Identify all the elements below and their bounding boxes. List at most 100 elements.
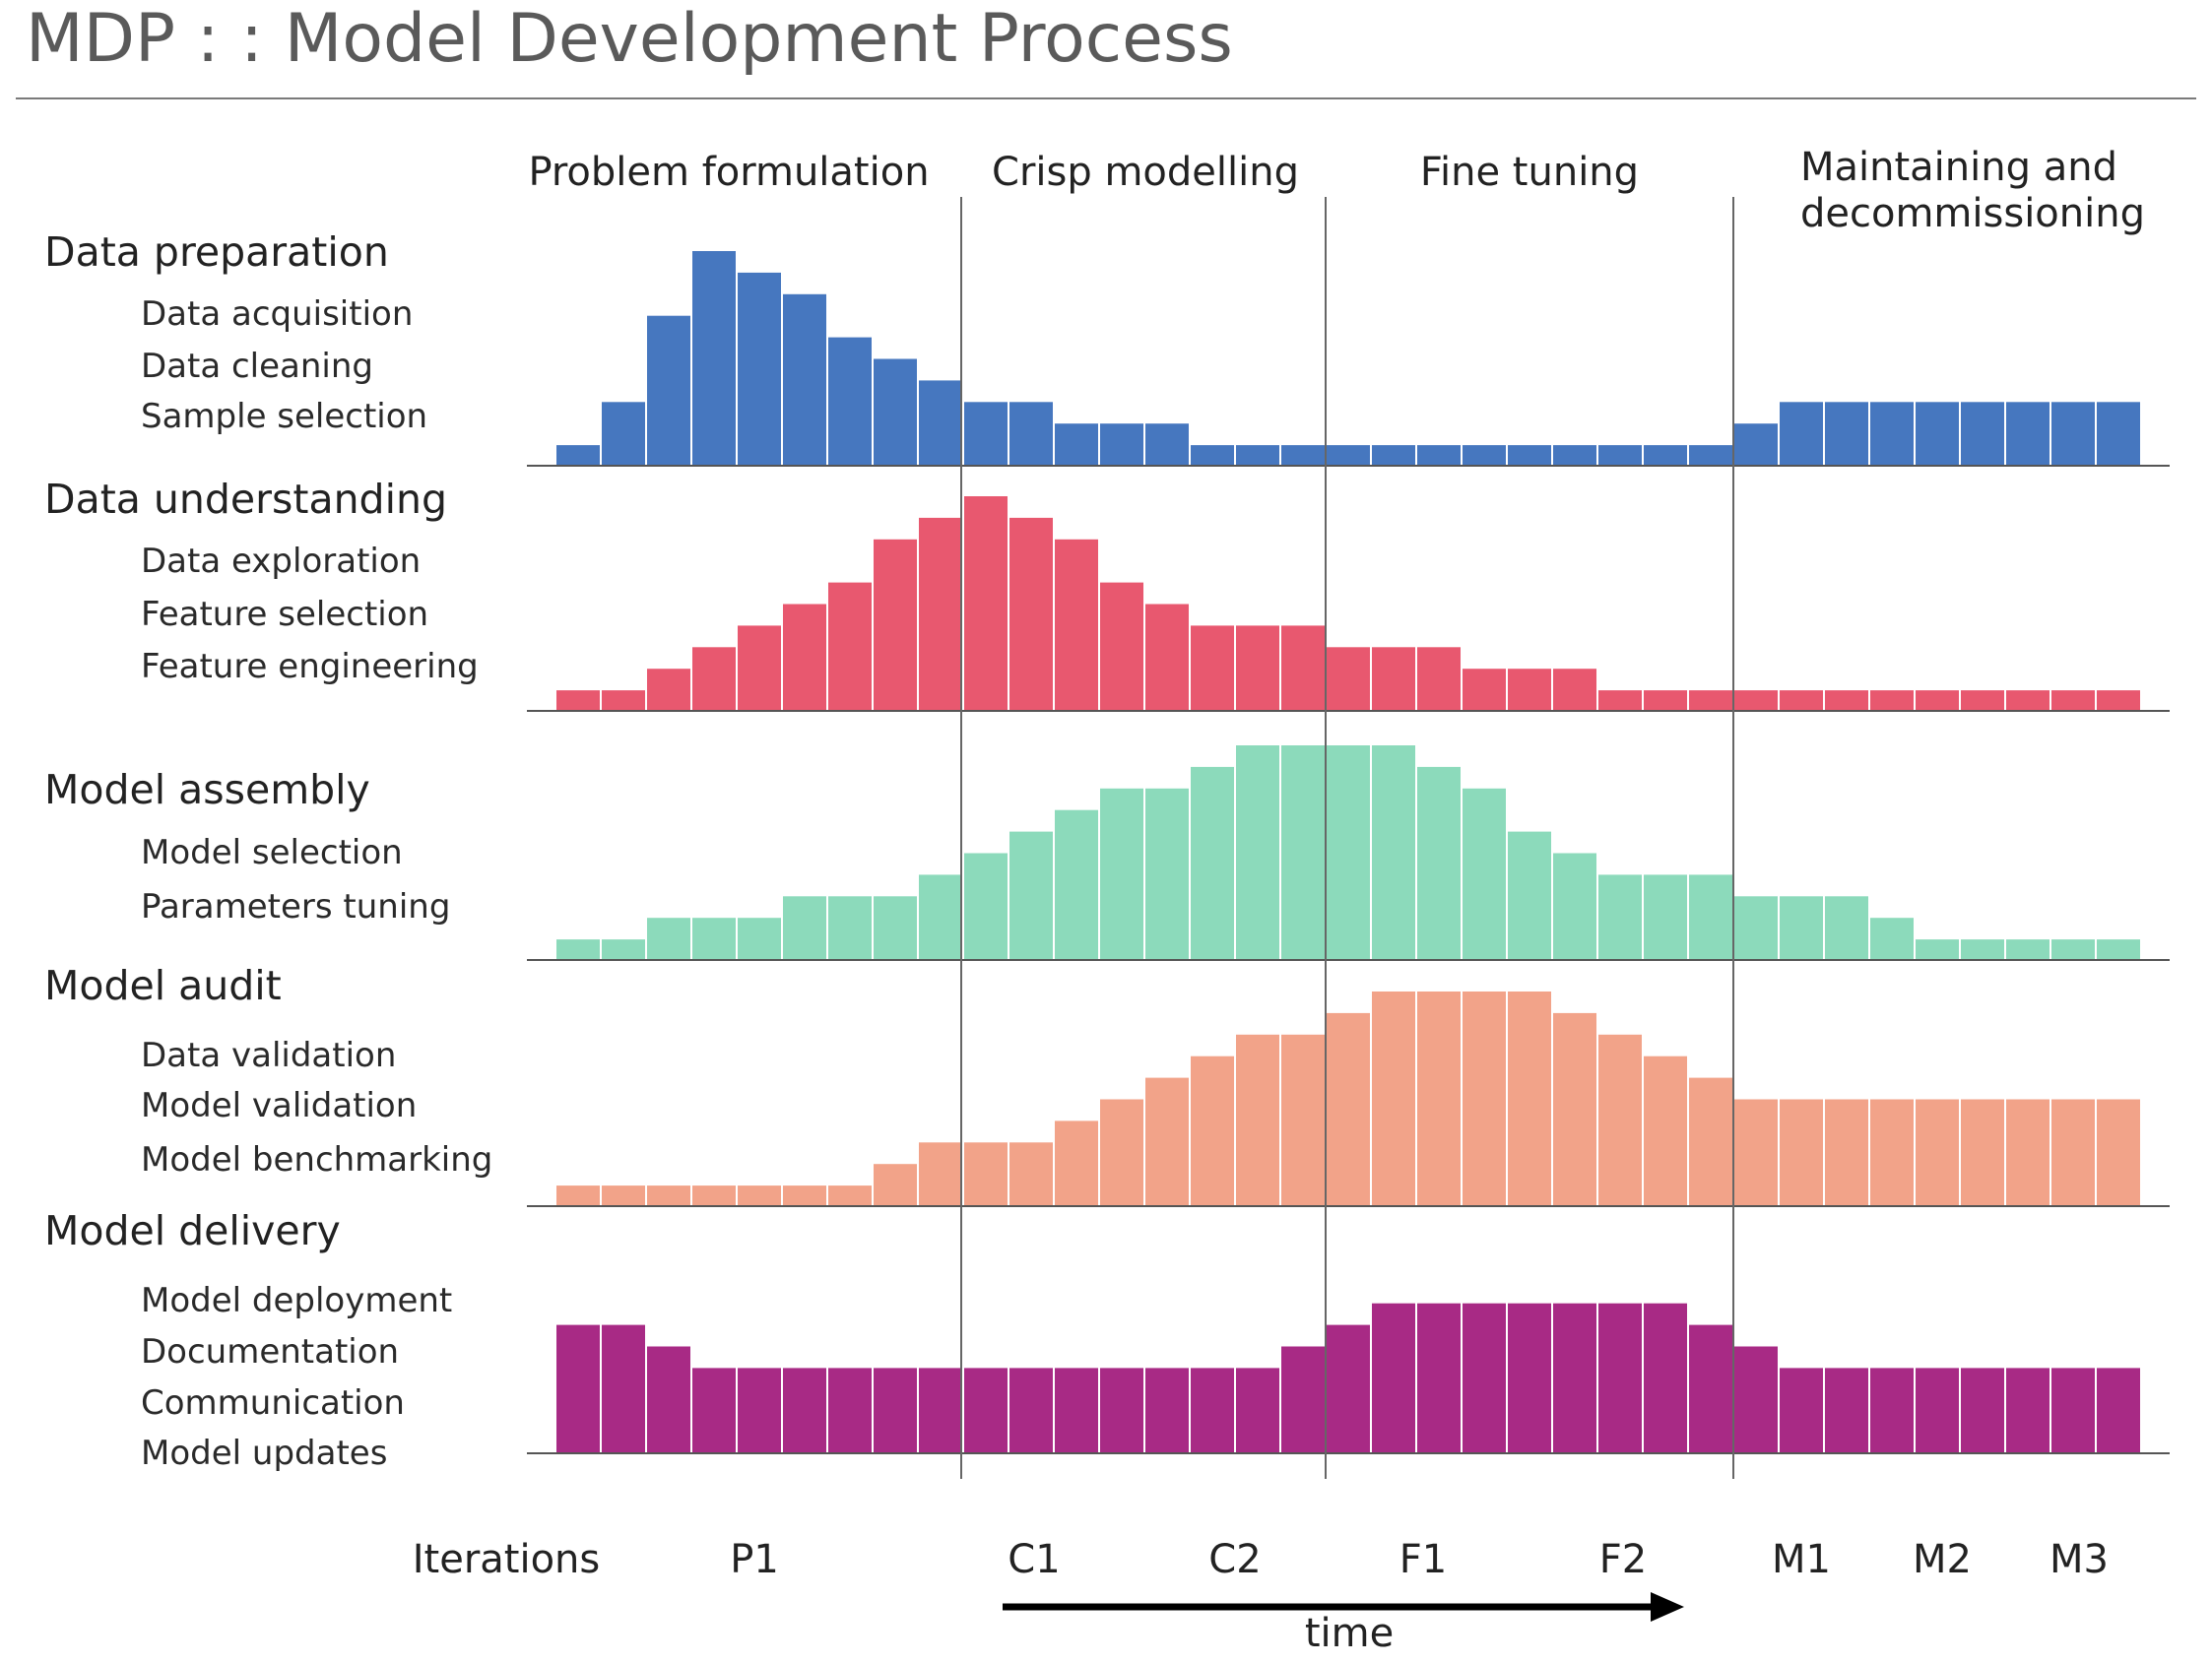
phase-label-problem-formulation: Problem formulation xyxy=(528,150,929,195)
bar-data-preparation-32 xyxy=(1959,400,2006,467)
bar-data-preparation-4 xyxy=(690,249,738,467)
bar-model-audit-30 xyxy=(1868,1097,1916,1207)
bar-model-assembly-22 xyxy=(1506,829,1553,961)
bar-model-delivery-10 xyxy=(962,1366,1009,1455)
iteration-c2: C2 xyxy=(1208,1537,1261,1582)
bar-model-delivery-33 xyxy=(2004,1366,2051,1455)
bar-model-assembly-19 xyxy=(1370,743,1417,961)
iteration-c1: C1 xyxy=(1008,1537,1060,1582)
bar-model-delivery-6 xyxy=(781,1366,828,1455)
bar-model-assembly-21 xyxy=(1461,786,1508,961)
iteration-f2: F2 xyxy=(1599,1537,1647,1582)
bar-data-preparation-5 xyxy=(736,270,783,467)
bar-model-assembly-10 xyxy=(962,851,1009,961)
bar-data-understanding-11 xyxy=(1008,515,1055,713)
bar-model-audit-20 xyxy=(1415,990,1463,1207)
bar-model-assembly-7 xyxy=(826,894,874,961)
bar-data-preparation-12 xyxy=(1053,421,1100,468)
bar-data-preparation-13 xyxy=(1098,421,1145,468)
subtask-feature-engineering: Feature engineering xyxy=(141,647,479,686)
subtask-model-benchmarking: Model benchmarking xyxy=(141,1140,492,1180)
bar-model-delivery-26 xyxy=(1687,1322,1734,1454)
bar-model-delivery-15 xyxy=(1189,1366,1236,1455)
row-heading-data-preparation: Data preparation xyxy=(44,228,389,276)
subtask-model-deployment: Model deployment xyxy=(141,1281,452,1320)
bar-data-understanding-5 xyxy=(736,623,783,713)
time-arrow-head xyxy=(1651,1592,1684,1622)
bar-model-assembly-14 xyxy=(1143,786,1191,961)
bar-model-assembly-6 xyxy=(781,894,828,961)
chart-title: MDP : : Model Development Process xyxy=(26,0,1233,78)
bar-model-delivery-30 xyxy=(1868,1366,1916,1455)
bar-data-preparation-35 xyxy=(2095,400,2142,467)
subtask-data-cleaning: Data cleaning xyxy=(141,347,373,386)
bar-data-preparation-8 xyxy=(872,356,919,467)
bar-model-delivery-11 xyxy=(1008,1366,1055,1455)
subtask-model-validation: Model validation xyxy=(141,1086,417,1125)
bar-model-audit-11 xyxy=(1008,1140,1055,1208)
bar-data-preparation-27 xyxy=(1732,421,1780,468)
bar-data-understanding-28 xyxy=(1778,688,1825,712)
bar-data-understanding-33 xyxy=(2004,688,2051,712)
bar-model-audit-29 xyxy=(1823,1097,1870,1207)
bar-model-audit-24 xyxy=(1596,1032,1644,1208)
bar-model-delivery-19 xyxy=(1370,1301,1417,1454)
bar-model-delivery-5 xyxy=(736,1366,783,1455)
bar-model-audit-13 xyxy=(1098,1097,1145,1207)
bar-data-preparation-26 xyxy=(1687,443,1734,468)
bar-data-understanding-24 xyxy=(1596,688,1644,712)
bar-data-preparation-18 xyxy=(1325,443,1372,468)
phase-label-fine-tuning: Fine tuning xyxy=(1420,150,1639,195)
bar-data-understanding-13 xyxy=(1098,580,1145,712)
subtask-parameters-tuning: Parameters tuning xyxy=(141,887,450,927)
bar-data-understanding-21 xyxy=(1461,667,1508,713)
subtask-data-exploration: Data exploration xyxy=(141,542,421,581)
bar-data-understanding-15 xyxy=(1189,623,1236,713)
bar-data-preparation-28 xyxy=(1778,400,1825,467)
bar-model-audit-12 xyxy=(1053,1119,1100,1208)
bar-model-assembly-11 xyxy=(1008,829,1055,961)
bar-model-audit-35 xyxy=(2095,1097,2142,1207)
bar-data-preparation-16 xyxy=(1234,443,1281,468)
bar-data-understanding-30 xyxy=(1868,688,1916,712)
bar-data-preparation-19 xyxy=(1370,443,1417,468)
subtask-communication: Communication xyxy=(141,1383,405,1423)
iteration-m1: M1 xyxy=(1772,1537,1831,1582)
bar-model-audit-32 xyxy=(1959,1097,2006,1207)
bar-model-assembly-15 xyxy=(1189,764,1236,962)
bar-data-understanding-7 xyxy=(826,580,874,712)
bar-model-delivery-34 xyxy=(2049,1366,2097,1455)
bar-model-audit-23 xyxy=(1551,1010,1598,1208)
bar-data-preparation-9 xyxy=(917,378,964,467)
bar-model-assembly-25 xyxy=(1642,872,1689,962)
bar-model-assembly-23 xyxy=(1551,851,1598,961)
bar-model-assembly-33 xyxy=(2004,937,2051,961)
bar-data-understanding-34 xyxy=(2049,688,2097,712)
bar-data-preparation-17 xyxy=(1279,443,1327,468)
bar-data-preparation-3 xyxy=(645,313,692,468)
bar-data-understanding-27 xyxy=(1732,688,1780,712)
bar-model-audit-34 xyxy=(2049,1097,2097,1207)
bar-data-understanding-4 xyxy=(690,645,738,712)
bar-model-delivery-23 xyxy=(1551,1301,1598,1454)
bar-model-assembly-26 xyxy=(1687,872,1734,962)
bar-data-understanding-31 xyxy=(1914,688,1961,712)
bar-model-audit-14 xyxy=(1143,1075,1191,1207)
bar-data-understanding-16 xyxy=(1234,623,1281,713)
bar-model-audit-33 xyxy=(2004,1097,2051,1207)
bar-data-understanding-26 xyxy=(1687,688,1734,712)
bar-data-understanding-25 xyxy=(1642,688,1689,712)
bar-model-assembly-13 xyxy=(1098,786,1145,961)
bar-model-assembly-32 xyxy=(1959,937,2006,961)
bar-data-preparation-2 xyxy=(600,400,647,467)
phase-label-maintaining: Maintaining and xyxy=(1800,145,2117,190)
bar-model-assembly-9 xyxy=(917,872,964,962)
bar-data-preparation-22 xyxy=(1506,443,1553,468)
bar-data-understanding-3 xyxy=(645,667,692,713)
bar-model-assembly-31 xyxy=(1914,937,1961,961)
bar-model-audit-17 xyxy=(1279,1032,1327,1208)
bar-model-audit-21 xyxy=(1461,990,1508,1207)
bar-data-understanding-10 xyxy=(962,494,1009,712)
